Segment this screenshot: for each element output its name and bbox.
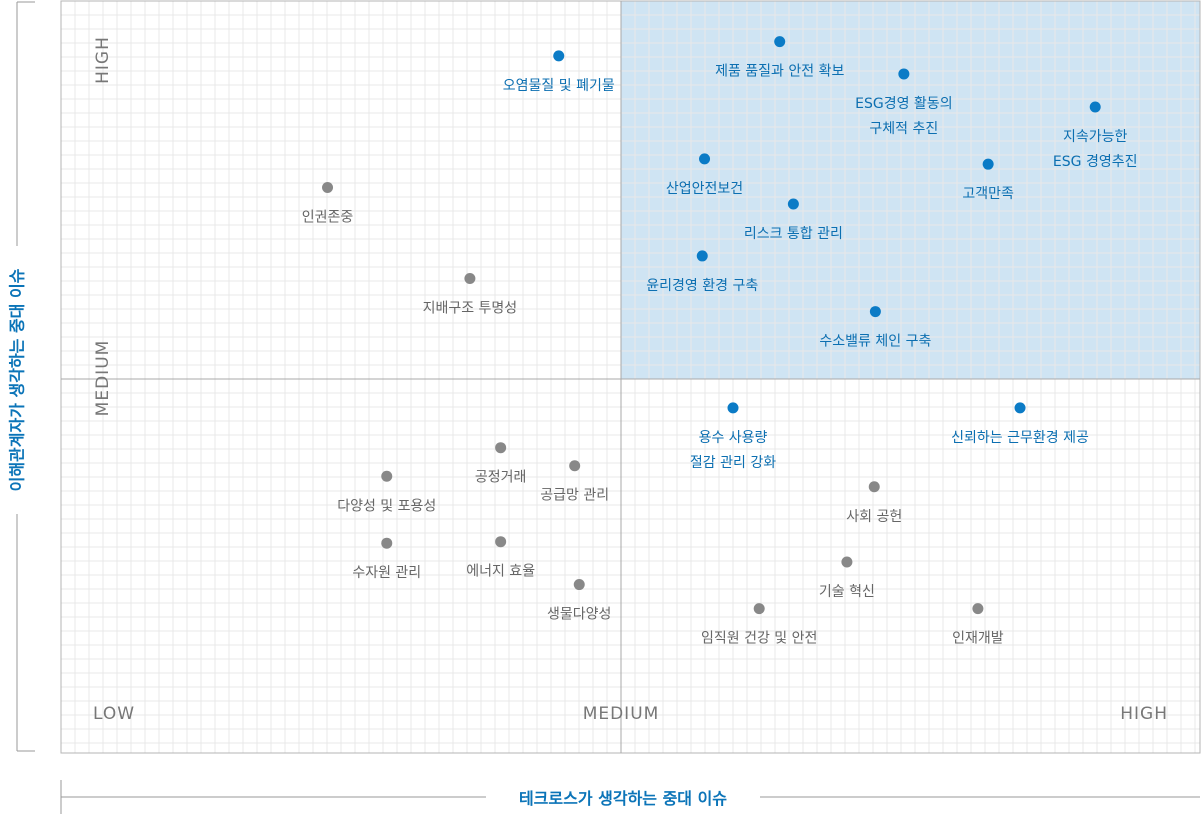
data-point-label: 다양성 및 포용성 [337,498,436,514]
x-level-high: HIGH [1120,704,1168,724]
data-point-marker [982,158,994,170]
data-point-label: 임직원 건강 및 안전 [701,631,817,647]
data-point-label: 인권존중 [302,209,354,225]
data-point-marker [787,198,799,210]
data-point-label: 산업안전보건 [666,181,743,197]
data-point-marker [898,68,910,80]
data-point-marker [1014,402,1026,414]
data-point-label: 신뢰하는 근무환경 제공 [951,430,1089,446]
data-points: 오염물질 및 폐기물 제품 품질과 안전 확보 ESG경영 활동의 구체적 추진지속가… [302,36,1138,647]
data-point-marker [774,36,786,48]
data-point-marker [972,603,984,615]
data-point-label: 제품 품질과 안전 확보 [715,64,844,80]
data-point-marker [569,460,581,472]
data-point-label: 리스크 통합 관리 [744,226,843,242]
data-point-label: 수자원 관리 [352,565,421,581]
data-point-marker [868,481,880,493]
data-point-label: 용수 사용량 절감 관리 강화 [690,430,776,471]
y-level-medium: MEDIUM [93,340,113,417]
data-point-marker [1089,101,1101,113]
plot-frame [60,0,1201,754]
y-axis-title: 이해관계자가 생각하는 중대 이슈 [8,268,27,491]
data-point-marker [322,181,334,193]
x-axis-title: 테크로스가 생각하는 중대 이슈 [519,789,727,808]
data-point-label: 인재개발 [952,631,1004,647]
highlight-quadrant [621,1,1200,379]
data-point-label: 지배구조 투명성 [423,300,518,316]
data-point-label: 공정거래 [475,470,527,486]
data-point-marker [495,442,507,454]
x-level-low: LOW [93,704,135,724]
grid-lines [61,1,1200,753]
data-point-label: 윤리경영 환경 구축 [646,278,758,294]
data-point-marker [696,250,708,262]
data-point-label: 생물다양성 [547,607,611,623]
data-point-label: 사회 공헌 [846,509,902,525]
data-point-marker [381,470,393,482]
data-point-marker [841,556,853,568]
data-point-label: 지속가능한 ESG 경영추진 [1053,129,1138,170]
data-point-label: 오염물질 및 폐기물 [503,78,615,94]
data-point-marker [753,603,765,615]
data-point-marker [699,153,711,165]
x-level-medium: MEDIUM [583,704,660,724]
data-point-label: 수소밸류 체인 구축 [819,334,931,350]
data-point-marker [381,537,393,549]
data-point-marker [495,536,507,548]
data-point-label: 에너지 효율 [466,564,535,580]
data-point-label: 기술 혁신 [819,584,875,600]
data-point-marker [464,272,476,284]
data-point-marker [573,579,585,591]
data-point-label: ESG경영 활동의 구체적 추진 [855,96,952,137]
data-point-label: 공급망 관리 [540,488,609,504]
data-point-marker [553,50,565,62]
data-point-marker [727,402,739,414]
data-point-label: 고객만족 [962,186,1014,202]
y-level-high: HIGH [93,36,113,84]
data-point-marker [869,306,881,318]
